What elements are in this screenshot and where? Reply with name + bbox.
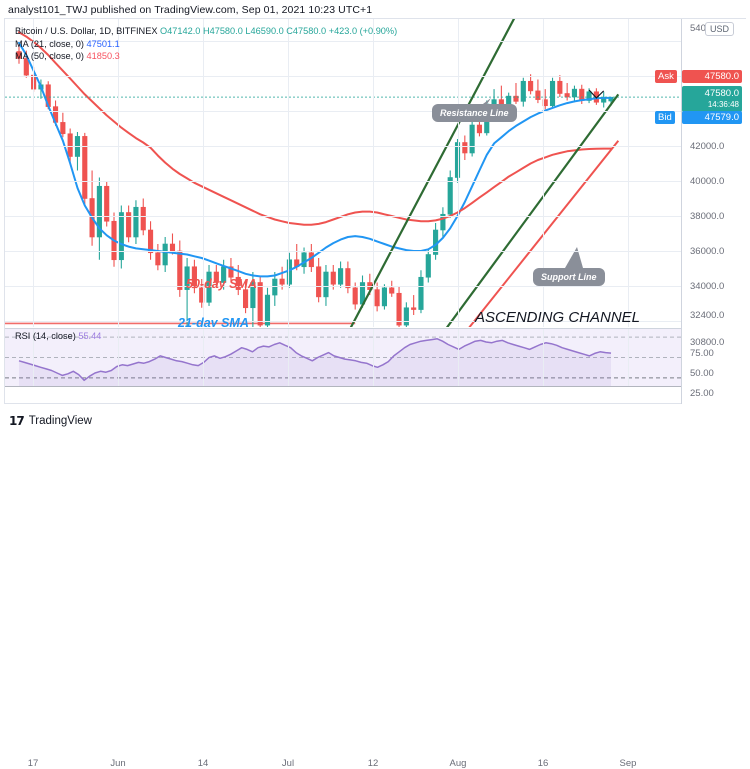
bid-price-tag: 47579.0 <box>682 111 742 124</box>
last-price-value: 47580.0 <box>704 88 739 99</box>
time-tick-3: Jul <box>281 758 295 769</box>
rsi-pane[interactable]: RSI (14, close) 55.44 <box>5 329 681 386</box>
ascending-channel-label[interactable]: ASCENDING CHANNEL <box>475 309 641 326</box>
time-tick-0: 17 <box>27 758 39 769</box>
legend-ma21-label[interactable]: MA (21, close, 0) <box>15 38 84 49</box>
byline: analyst101_TWJ published on TradingView.… <box>8 4 373 16</box>
sma-21-label[interactable]: 21-day SMA <box>178 316 249 327</box>
legend-high-label: H <box>202 26 210 36</box>
price-tick-3: 40000.0 <box>690 176 725 187</box>
last-price-time: 14:36:48 <box>707 100 739 109</box>
rsi-plot <box>5 336 681 386</box>
support-line-callout[interactable]: Support Line <box>533 268 605 286</box>
time-axis[interactable]: 17 Jun 14 Jul 12 Aug 16 Sep <box>5 386 681 769</box>
pane-divider <box>5 328 681 329</box>
legend-close-label: C <box>286 26 293 36</box>
time-tick-4: 12 <box>367 758 379 769</box>
axis-separator <box>681 19 682 404</box>
tradingview-mark-icon: 17 <box>9 414 25 428</box>
tradingview-logo[interactable]: 17 TradingView <box>9 414 92 428</box>
time-tick-1: Jun <box>110 758 126 769</box>
rsi-legend-value: 55.44 <box>78 331 102 341</box>
price-pane[interactable]: Resistance Line Support Line ASCENDING C… <box>5 19 681 327</box>
chart-screenshot: { "byline": "analyst101_TWJ published on… <box>4 4 746 769</box>
rsi-legend: RSI (14, close) 55.44 <box>15 330 101 343</box>
time-tick-2: 14 <box>197 758 209 769</box>
legend-low-value: 46590.0 <box>250 26 284 36</box>
legend-ma50-label[interactable]: MA (50, close, 0) <box>15 51 84 61</box>
ask-price-tag: 47580.0 <box>682 70 742 83</box>
legend-low-label: L <box>245 26 251 36</box>
legend-ma50-row: MA (50, close, 0) 41850.3 <box>15 50 397 63</box>
rsi-tick-2: 25.00 <box>690 388 714 399</box>
price-tick-6: 34000.0 <box>690 281 725 292</box>
legend-symbol[interactable]: Bitcoin / U.S. Dollar, 1D, BITFINEX <box>15 26 158 36</box>
time-tick-7: Sep <box>619 758 637 769</box>
legend-close-value: 47580.0 <box>292 26 327 36</box>
tradingview-wordmark: TradingView <box>28 415 92 427</box>
chart-frame: Resistance Line Support Line ASCENDING C… <box>4 18 746 769</box>
legend-open-label: O <box>160 26 168 36</box>
price-tick-2: 42000.0 <box>690 141 725 152</box>
rsi-legend-label[interactable]: RSI (14, close) <box>15 331 76 341</box>
legend-high-value: 47580.0 <box>209 26 243 36</box>
last-price-tag: 47580.0 14:36:48 <box>682 86 742 112</box>
legend-ma21-row: MA (21, close, 0) 47501.1 <box>15 38 397 51</box>
legend-ma21-value: 47501.1 <box>86 38 120 49</box>
price-tick-5: 36000.0 <box>690 246 725 257</box>
chart-legend: Bitcoin / U.S. Dollar, 1D, BITFINEX O471… <box>15 25 397 63</box>
price-plot <box>5 19 681 327</box>
time-tick-6: 16 <box>537 758 549 769</box>
price-tick-8: 30800.0 <box>690 337 725 348</box>
rsi-tick-0: 75.00 <box>690 348 714 359</box>
resistance-line-callout[interactable]: Resistance Line <box>432 104 517 122</box>
price-tick-7: 32400.0 <box>690 310 725 321</box>
legend-ohlc-row: Bitcoin / U.S. Dollar, 1D, BITFINEX O471… <box>15 25 397 38</box>
price-tick-4: 38000.0 <box>690 211 725 222</box>
ask-caption: Ask <box>655 70 677 83</box>
time-tick-5: Aug <box>449 758 467 769</box>
sma-50-label[interactable]: 50-day SMA <box>186 277 257 291</box>
rsi-tick-1: 50.00 <box>690 368 714 379</box>
legend-open-value: 47142.0 <box>167 26 201 36</box>
legend-change: +423.0 (+0.90%) <box>328 26 398 36</box>
bid-caption: Bid <box>655 111 675 124</box>
currency-badge[interactable]: USD <box>704 22 734 36</box>
legend-ma50-value: 41850.3 <box>86 51 120 61</box>
